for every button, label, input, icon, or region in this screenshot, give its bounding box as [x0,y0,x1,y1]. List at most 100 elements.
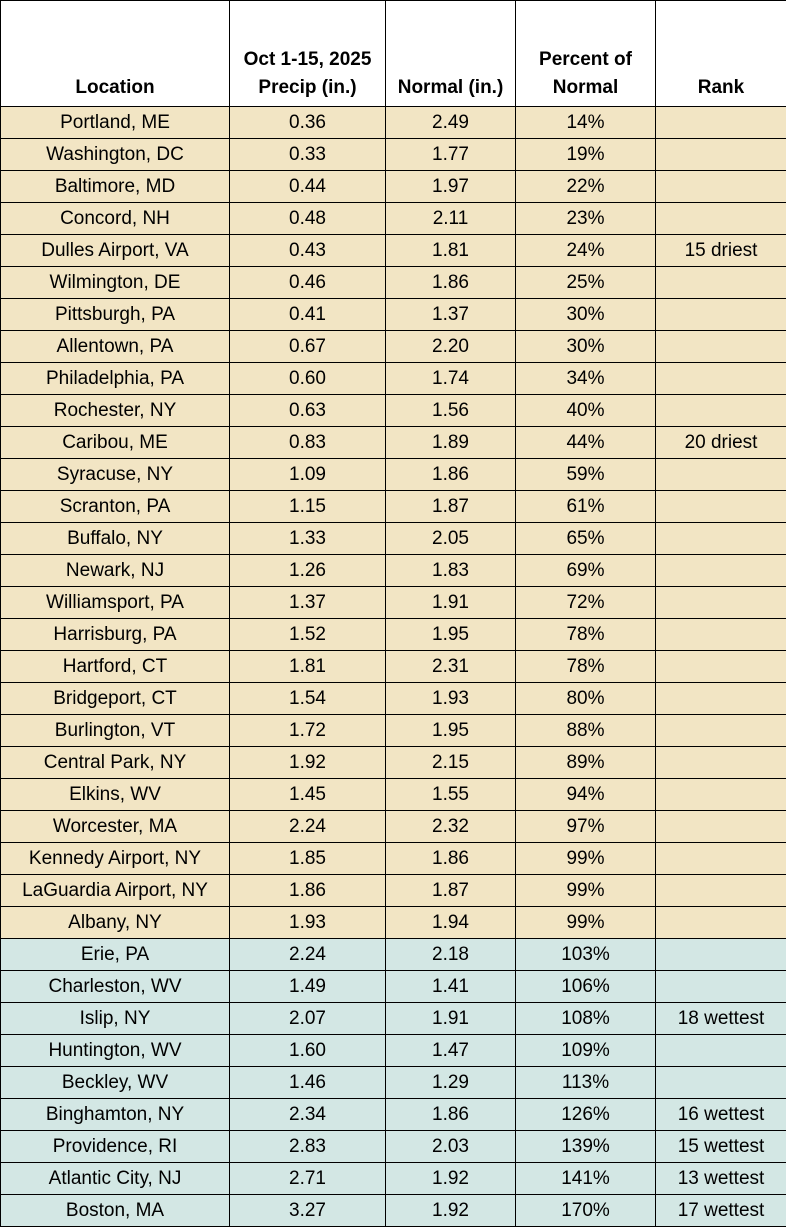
cell: 1.52 [230,619,386,651]
header-line: Normal [516,74,655,102]
empty-cell [656,267,786,299]
cell: Worcester, MA [1,811,230,843]
cell: 2.15 [386,747,516,779]
cell: 1.55 [386,779,516,811]
cell: 44% [516,427,656,459]
column-header: Rank [656,1,786,107]
cell: Atlantic City, NJ [1,1163,230,1195]
cell: 0.48 [230,203,386,235]
cell: 1.72 [230,715,386,747]
cell: 2.03 [386,1131,516,1163]
cell: Pittsburgh, PA [1,299,230,331]
empty-cell [656,811,786,843]
cell: 23% [516,203,656,235]
empty-cell [656,299,786,331]
cell: 18 wettest [656,1003,786,1035]
cell: 2.49 [386,107,516,139]
empty-cell [656,1035,786,1067]
cell: Charleston, WV [1,971,230,1003]
cell: LaGuardia Airport, NY [1,875,230,907]
cell: 99% [516,843,656,875]
cell: 2.32 [386,811,516,843]
cell: 1.49 [230,971,386,1003]
cell: 2.83 [230,1131,386,1163]
cell: 1.87 [386,491,516,523]
cell: 0.46 [230,267,386,299]
cell: 106% [516,971,656,1003]
cell: 1.95 [386,619,516,651]
cell: 109% [516,1035,656,1067]
column-header: Normal (in.) [386,1,516,107]
empty-cell [656,491,786,523]
cell: 97% [516,811,656,843]
cell: 1.41 [386,971,516,1003]
empty-cell [656,363,786,395]
cell: Wilmington, DE [1,267,230,299]
cell: 2.07 [230,1003,386,1035]
cell: 1.37 [230,587,386,619]
cell: 1.83 [386,555,516,587]
cell: 141% [516,1163,656,1195]
cell: 1.46 [230,1067,386,1099]
cell: 1.29 [386,1067,516,1099]
cell: Kennedy Airport, NY [1,843,230,875]
cell: 2.24 [230,939,386,971]
cell: 19% [516,139,656,171]
cell: 0.36 [230,107,386,139]
cell: 2.18 [386,939,516,971]
empty-cell [656,843,786,875]
empty-cell [656,459,786,491]
cell: 34% [516,363,656,395]
cell: 0.43 [230,235,386,267]
empty-cell [656,875,786,907]
column-header: Location [1,1,230,107]
cell: Portland, ME [1,107,230,139]
cell: Huntington, WV [1,1035,230,1067]
cell: 1.93 [230,907,386,939]
cell: 14% [516,107,656,139]
cell: Harrisburg, PA [1,619,230,651]
cell: 1.47 [386,1035,516,1067]
cell: Beckley, WV [1,1067,230,1099]
cell: 30% [516,331,656,363]
cell: 1.91 [386,1003,516,1035]
cell: Bridgeport, CT [1,683,230,715]
cell: Philadelphia, PA [1,363,230,395]
cell: 89% [516,747,656,779]
cell: 59% [516,459,656,491]
empty-cell [656,651,786,683]
cell: 0.60 [230,363,386,395]
cell: 1.92 [386,1163,516,1195]
cell: Scranton, PA [1,491,230,523]
header-line: Percent of [516,46,655,74]
cell: Rochester, NY [1,395,230,427]
empty-cell [656,715,786,747]
cell: 1.09 [230,459,386,491]
cell: 1.91 [386,587,516,619]
cell: 0.67 [230,331,386,363]
cell: Islip, NY [1,1003,230,1035]
cell: Binghamton, NY [1,1099,230,1131]
